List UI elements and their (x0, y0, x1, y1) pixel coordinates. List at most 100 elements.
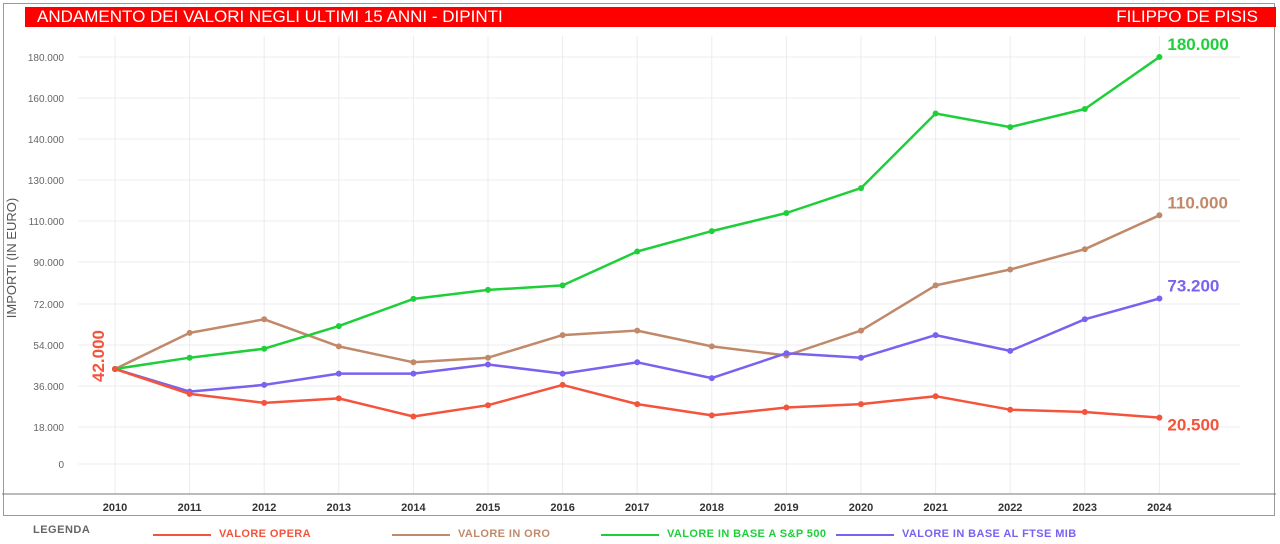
data-point (261, 399, 268, 406)
legend-title: LEGENDA (33, 524, 91, 536)
y-tick-label: 36.000 (33, 382, 64, 393)
x-tick-label: 2014 (401, 502, 426, 514)
data-point (410, 295, 417, 302)
y-tick-label: 0 (58, 460, 64, 471)
legend-swatch (392, 534, 450, 536)
data-point (708, 412, 715, 419)
x-tick-label: 2019 (774, 502, 798, 514)
data-point (634, 248, 641, 255)
data-point (1156, 295, 1163, 302)
x-tick-label: 2012 (252, 502, 276, 514)
data-point (335, 323, 342, 330)
legend-label: VALORE IN BASE AL FTSE MIB (902, 528, 1077, 540)
data-point (335, 395, 342, 402)
line-chart: 0 18.000 36.000 54.000 72.000 90.000 110.000 13… (2, 35, 1276, 514)
data-point (186, 329, 193, 336)
data-point (1156, 54, 1163, 60)
data-point (112, 366, 118, 372)
y-tick-label: 72.000 (33, 300, 64, 311)
legend: LEGENDA VALORE OPERA VALORE IN ORO VALOR… (0, 524, 1280, 544)
data-point (559, 370, 566, 377)
legend-label: VALORE IN BASE A S&P 500 (667, 528, 827, 540)
data-point (858, 185, 864, 192)
legend-label: VALORE IN ORO (458, 528, 551, 540)
data-point (261, 316, 268, 323)
y-tick-label: 54.000 (33, 341, 64, 352)
data-point (261, 345, 268, 352)
y-axis-label: IMPORTI (IN EURO) (4, 198, 19, 318)
data-point (1081, 246, 1088, 253)
data-point (410, 359, 417, 366)
data-point (1081, 409, 1088, 415)
data-point (783, 404, 790, 411)
y-tick-label: 18.000 (33, 423, 64, 434)
y-tick-label: 110.000 (29, 217, 65, 228)
data-point (783, 350, 790, 357)
data-point (634, 359, 641, 366)
data-point (485, 354, 491, 361)
end-value-label: 20.500 (1167, 416, 1219, 435)
data-point (335, 370, 342, 377)
data-point (634, 327, 641, 334)
data-point (634, 401, 641, 408)
end-value-label: 180.000 (1167, 35, 1228, 54)
data-point (1081, 106, 1088, 112)
data-point (1007, 406, 1014, 413)
data-point (708, 343, 715, 350)
x-tick-label: 2010 (103, 502, 127, 514)
data-point (559, 282, 566, 289)
end-value-label: 110.000 (1167, 193, 1228, 212)
data-point (858, 401, 864, 408)
data-point (858, 327, 864, 334)
end-value-label: 73.200 (1167, 277, 1219, 296)
data-point (485, 402, 491, 409)
annotations: 180.000 110.000 73.200 20.500 42.000 (89, 35, 1229, 435)
x-tick-label: 2020 (849, 502, 873, 514)
data-point (335, 343, 342, 350)
x-tick-label: 2023 (1073, 502, 1097, 514)
data-point (858, 354, 864, 361)
x-tick-label: 2016 (550, 502, 574, 514)
data-point (1007, 266, 1014, 273)
legend-swatch (153, 534, 211, 536)
data-point (485, 361, 491, 368)
artist-name: FILIPPO DE PISIS (1116, 7, 1258, 26)
series-layer (112, 54, 1163, 421)
data-point (559, 332, 566, 339)
data-point (485, 286, 491, 293)
x-tick-label: 2018 (700, 502, 724, 514)
data-point (1156, 212, 1163, 219)
data-point (708, 228, 715, 235)
chart-title: ANDAMENTO DEI VALORI NEGLI ULTIMI 15 ANN… (37, 7, 503, 26)
data-point (1007, 347, 1014, 354)
x-tick-label: 2022 (998, 502, 1022, 514)
x-tick-label: 2017 (625, 502, 649, 514)
data-point (1007, 124, 1014, 131)
x-tick-label: 2024 (1147, 502, 1172, 514)
legend-label: VALORE OPERA (219, 528, 311, 540)
data-point (932, 110, 939, 117)
data-point (559, 381, 566, 388)
x-tick-label: 2015 (476, 502, 500, 514)
data-point (708, 375, 715, 382)
y-tick-label: 160.000 (28, 94, 65, 105)
legend-swatch (836, 534, 894, 536)
x-tick-label: 2011 (178, 502, 202, 514)
data-point (932, 282, 939, 289)
chart-frame (3, 3, 1275, 516)
data-point (1081, 316, 1088, 323)
grid (78, 36, 1240, 494)
data-point (932, 332, 939, 339)
data-point (410, 413, 417, 420)
y-tick-label: 130.000 (28, 176, 65, 187)
data-point (1156, 414, 1163, 421)
x-tick-label: 2021 (923, 502, 947, 514)
data-point (261, 381, 268, 388)
title-bar: ANDAMENTO DEI VALORI NEGLI ULTIMI 15 ANN… (25, 7, 1276, 27)
start-value-label: 42.000 (89, 330, 108, 382)
data-point (186, 390, 193, 397)
y-tick-label: 90.000 (33, 258, 64, 269)
x-tick-label: 2013 (327, 502, 351, 514)
y-tick-label: 180.000 (28, 53, 65, 64)
data-point (932, 393, 939, 400)
